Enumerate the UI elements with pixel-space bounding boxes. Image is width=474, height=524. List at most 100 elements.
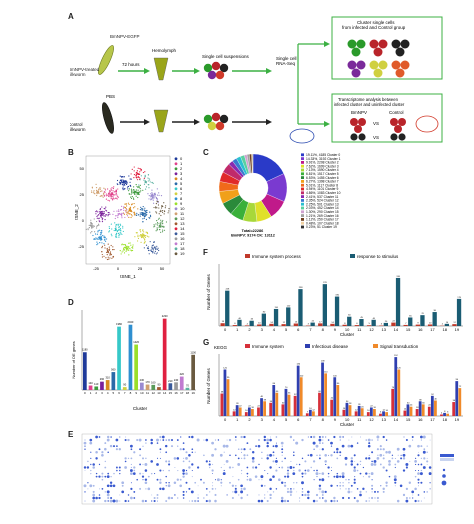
grouped-bar [373, 409, 376, 416]
grouped-bar [299, 377, 303, 416]
tsne-point [151, 246, 153, 248]
dotplot-dot [234, 487, 237, 490]
tsne-point [105, 198, 108, 200]
tsne-point [165, 221, 168, 223]
dotplot-dot [107, 496, 110, 500]
dotplot-dot [347, 497, 350, 499]
grouped-bar-label: 4 [247, 323, 249, 325]
tsne-ytick: 0 [82, 218, 85, 223]
cell-dot [358, 133, 366, 141]
d-bar-label: 1420 [133, 340, 139, 344]
dotplot-dot [420, 435, 423, 439]
donut-legend-label: 0.23%, 51 Cluster 19 [306, 225, 337, 229]
cell-dot [398, 133, 406, 141]
dotplot-dot [141, 457, 145, 460]
cell-dot [351, 47, 361, 57]
tsne-point [155, 248, 157, 250]
tsne-point [95, 183, 97, 185]
tsne-point [128, 216, 130, 218]
tsne-point [120, 180, 123, 182]
tsne-point [158, 192, 160, 194]
dotplot-dot [212, 485, 214, 487]
tsne-point [99, 189, 101, 191]
tsne-point [125, 247, 128, 249]
tsne-point [162, 229, 164, 231]
dotplot-dot [260, 475, 264, 479]
dotplot-dot [188, 436, 191, 438]
tsne-point [147, 180, 149, 182]
dotplot-dot [101, 478, 104, 481]
dotplot-dot [86, 466, 90, 469]
tsne-point [107, 188, 109, 190]
grouped-bar-label: 5 [369, 323, 371, 325]
tsne-point [157, 202, 159, 204]
xtick: 8 [322, 327, 325, 332]
tsne-point [148, 178, 150, 180]
tsne-point [135, 190, 137, 193]
dotplot-dot [278, 478, 281, 481]
tsne-point [157, 247, 159, 249]
tsne-ytick: 50 [80, 166, 85, 171]
dotplot-dot [354, 476, 356, 478]
tsne-point [156, 197, 158, 199]
dotplot-dot [417, 478, 420, 481]
dotplot-dot [284, 475, 287, 478]
tsne-point [145, 214, 147, 217]
tsne-point [125, 180, 127, 182]
dotplot-dot [261, 451, 263, 453]
cell-dot [347, 60, 357, 70]
tsne-point [99, 232, 102, 234]
dotplot-dot [159, 481, 162, 484]
grouped-bar-label: 34 [251, 319, 254, 321]
grouped-bar-label: 10 [386, 410, 389, 412]
tsne-point [122, 230, 124, 233]
dotplot-dot [238, 494, 240, 496]
panel-label-c: C [203, 148, 209, 157]
tsne-point [124, 246, 126, 249]
tsne-point [133, 198, 135, 200]
dotplot-dot [133, 466, 136, 469]
dotplot-dot [167, 484, 171, 488]
dotplot-dot [216, 478, 220, 482]
tsne-point [93, 218, 95, 220]
dotplot-dot [104, 460, 106, 463]
dotplot-dot [89, 441, 93, 445]
tsne-point [155, 206, 157, 208]
tsne-legend-label: 12 [180, 216, 185, 221]
tsne-point [105, 238, 108, 240]
dotplot-dot [162, 469, 164, 472]
tsne-point [124, 206, 127, 209]
dotplot-dot [350, 463, 354, 466]
dotplot-dot [353, 478, 356, 481]
dotplot-dot [367, 438, 371, 442]
d-xtick: 1 [90, 391, 92, 395]
grouped-bar [360, 408, 364, 416]
grouped-bar [455, 381, 459, 416]
dotplot-dot [359, 436, 362, 438]
tsne-point [137, 208, 139, 210]
tsne-point [148, 253, 150, 255]
grouped-bar-label: 138 [321, 361, 325, 363]
dotplot-dot [243, 454, 246, 457]
dotplot-dot [243, 448, 246, 451]
dotplot-dot [312, 460, 316, 463]
dotplot-dot [191, 448, 194, 451]
dotplot-dot [87, 488, 89, 490]
tsne-point [123, 183, 125, 185]
tsne-point [120, 208, 123, 211]
tsne-legend-swatch [174, 237, 178, 241]
dotplot-dot [333, 475, 336, 478]
tsne-point [124, 182, 126, 184]
dotplot-dot [388, 475, 391, 478]
tsne-point [87, 229, 89, 231]
dotplot-dot [161, 487, 165, 491]
dotplot-dot [165, 485, 167, 487]
dotplot-dot [133, 469, 136, 472]
tsne-point [124, 216, 126, 219]
dotplot-dot [214, 479, 217, 481]
tsne-point [115, 191, 117, 193]
dotplot-dot [145, 488, 147, 490]
tsne-point [151, 191, 153, 194]
tsne-point [101, 245, 104, 247]
d-bar-label: 110 [94, 382, 99, 386]
